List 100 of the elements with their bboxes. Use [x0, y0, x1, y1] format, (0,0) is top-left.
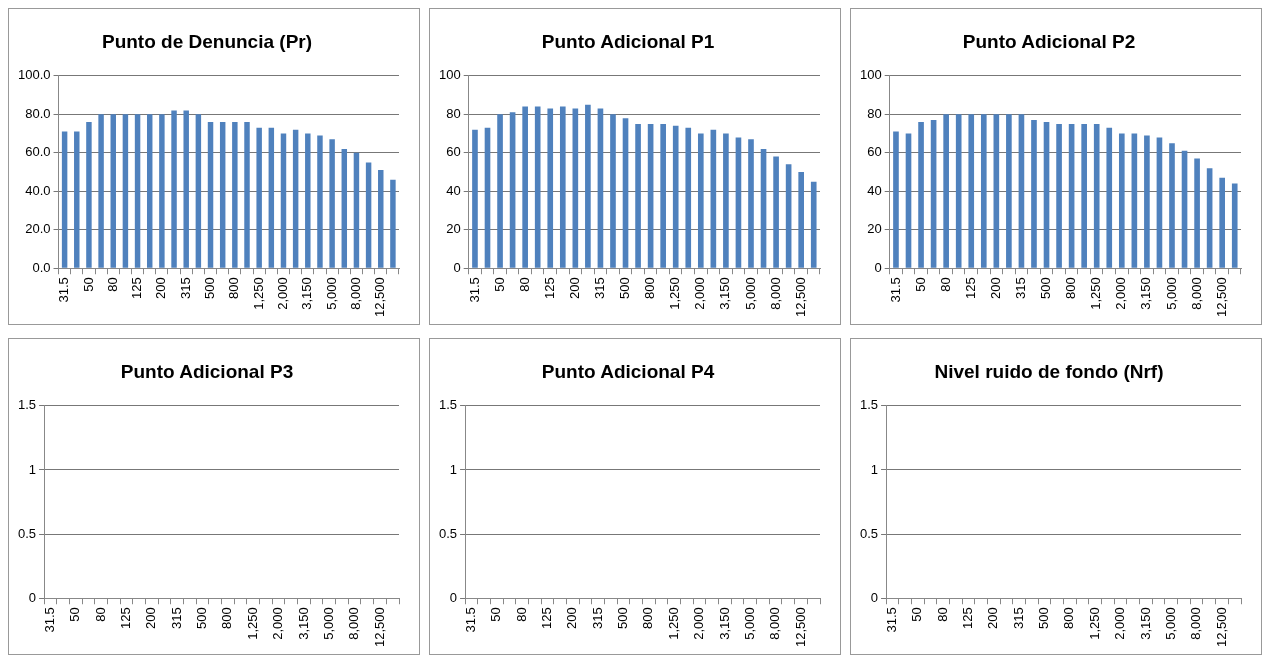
- chart-title: Punto Adicional P3: [120, 360, 294, 382]
- x-tick-label: 800: [1063, 277, 1079, 299]
- x-tick-label: 5,000: [1162, 607, 1178, 640]
- x-tick-label: 80: [513, 607, 529, 622]
- x-tick-label: 200: [564, 607, 580, 629]
- y-tick-label: 100: [438, 67, 461, 83]
- bar: [748, 139, 754, 268]
- y-tick-label: 80.0: [25, 105, 51, 121]
- bar: [183, 110, 189, 268]
- y-tick-label: 100.0: [17, 67, 51, 83]
- bar: [390, 179, 396, 268]
- bar: [497, 114, 503, 268]
- bar: [1169, 143, 1175, 268]
- x-tick-label: 315: [168, 607, 184, 629]
- x-tick-label: 5,000: [741, 607, 757, 640]
- bar: [798, 172, 804, 268]
- x-tick-label: 50: [67, 607, 83, 622]
- x-tick-label: 800: [1061, 607, 1077, 629]
- x-tick-label: 12,500: [792, 277, 808, 317]
- chart-title: Punto Adicional P1: [541, 30, 715, 52]
- x-tick-label: 8,000: [348, 277, 364, 310]
- x-tick-label: 5,000: [742, 277, 758, 310]
- bar: [810, 181, 817, 268]
- x-tick-label: 315: [1013, 277, 1029, 299]
- bar: [219, 121, 226, 268]
- x-tick-label: 31.5: [41, 607, 57, 633]
- bar: [207, 121, 214, 268]
- x-tick-label: 50: [912, 277, 928, 292]
- chart-title: Nivel ruido de fondo (Nrf): [934, 360, 1164, 382]
- chart-title: Punto Adicional P2: [962, 30, 1136, 52]
- x-tick-label: 500: [194, 607, 210, 629]
- y-tick-label: 0: [874, 259, 882, 275]
- x-tick-label: 31.5: [462, 607, 478, 633]
- bar: [547, 108, 554, 268]
- y-tick-label: 60: [867, 144, 882, 160]
- bar: [1219, 177, 1225, 268]
- x-tick-label: 200: [985, 607, 1001, 629]
- bar: [685, 127, 692, 268]
- x-tick-label: 3,150: [299, 277, 315, 310]
- bar: [341, 148, 348, 268]
- bar: [1006, 114, 1012, 268]
- x-tick-label: 3,150: [295, 607, 311, 640]
- x-tick-label: 1,250: [665, 607, 681, 640]
- x-tick-label: 1,250: [250, 277, 266, 310]
- bar: [256, 127, 262, 268]
- y-tick-label: 60.0: [25, 144, 51, 160]
- x-tick-label: 800: [226, 277, 242, 299]
- bar: [968, 114, 975, 268]
- y-tick-label: 1: [870, 461, 879, 477]
- bar: [74, 131, 80, 268]
- x-tick-label: 80: [937, 277, 953, 292]
- x-tick-label: 50: [488, 607, 504, 622]
- x-tick-label: 2,000: [691, 607, 707, 640]
- bar: [244, 121, 250, 268]
- x-tick-label: 2,000: [1113, 277, 1129, 310]
- x-tick-label: 315: [592, 277, 608, 299]
- x-tick-label: 12,500: [1213, 607, 1229, 647]
- y-tick-label: 40: [867, 182, 882, 198]
- bar: [635, 123, 641, 268]
- bar: [280, 133, 287, 268]
- x-tick-label: 1,250: [1086, 607, 1102, 640]
- x-tick-label: 800: [219, 607, 235, 629]
- x-tick-label: 8,000: [767, 277, 783, 310]
- x-tick-label: 125: [960, 607, 976, 629]
- x-tick-label: 2,000: [275, 277, 291, 310]
- bar: [353, 152, 360, 268]
- x-tick-label: 80: [934, 607, 950, 622]
- y-tick-label: 20.0: [25, 221, 51, 237]
- y-tick-label: 80: [446, 105, 461, 121]
- chart-title: Punto de Denuncia (Pr): [101, 30, 313, 52]
- bar: [672, 125, 679, 268]
- bar: [86, 121, 92, 268]
- x-tick-label: 125: [541, 277, 557, 299]
- x-tick-label: 2,000: [1112, 607, 1128, 640]
- x-tick-label: 31.5: [56, 277, 72, 303]
- bar: [1231, 183, 1238, 268]
- x-tick-label: 125: [129, 277, 145, 299]
- y-tick-label: 100: [859, 67, 882, 83]
- x-tick-label: 31.5: [466, 277, 482, 303]
- x-tick-label: 800: [640, 607, 656, 629]
- x-tick-label: 8,000: [767, 607, 783, 640]
- x-tick-label: 12,500: [372, 277, 388, 317]
- x-tick-label: 12,500: [792, 607, 808, 647]
- bar: [1031, 120, 1037, 268]
- x-tick-label: 12,500: [371, 607, 387, 647]
- x-tick-label: 500: [202, 277, 218, 299]
- chart-title: Punto Adicional P4: [541, 360, 715, 382]
- bar: [317, 135, 323, 268]
- bar: [232, 121, 238, 268]
- y-tick-label: 80: [867, 105, 882, 121]
- y-tick-label: 1.5: [859, 397, 879, 413]
- bar: [1106, 127, 1113, 268]
- x-tick-label: 50: [491, 277, 507, 292]
- bar: [1093, 123, 1100, 268]
- x-tick-label: 5,000: [1163, 277, 1179, 310]
- x-tick-label: 200: [987, 277, 1003, 299]
- bar: [195, 114, 202, 268]
- bar: [1056, 123, 1062, 268]
- x-tick-label: 125: [962, 277, 978, 299]
- x-tick-label: 31.5: [887, 277, 903, 303]
